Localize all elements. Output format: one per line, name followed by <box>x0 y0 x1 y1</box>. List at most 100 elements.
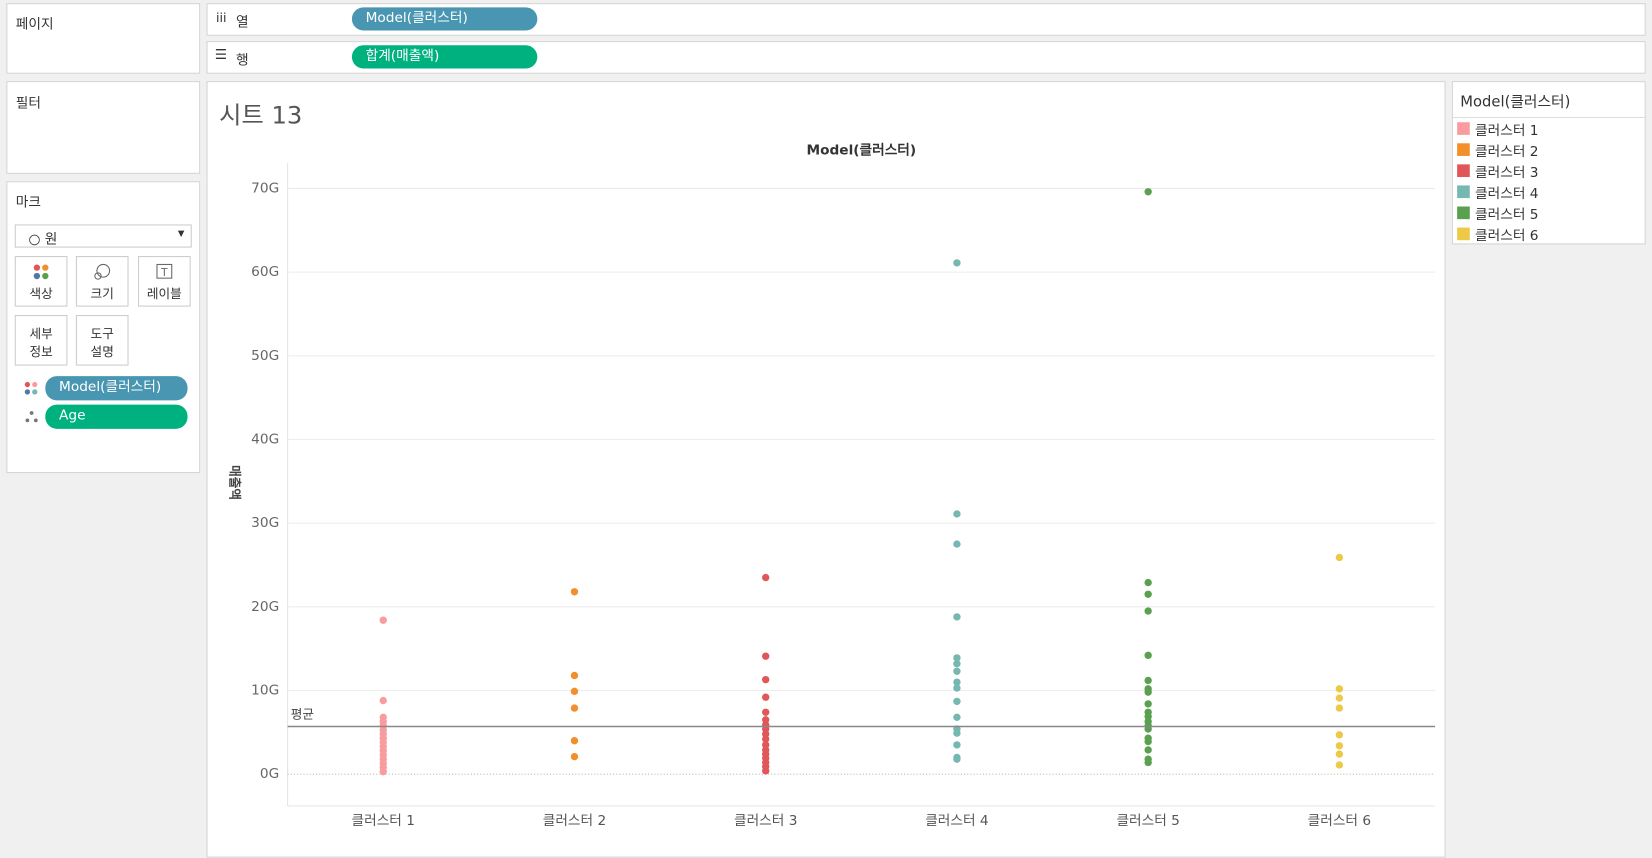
data-point <box>1335 694 1344 702</box>
legend-label: 클러스터 1 <box>1475 122 1539 139</box>
data-point <box>1144 607 1152 615</box>
y-tick-label: 40G <box>251 431 279 447</box>
data-point <box>953 697 961 706</box>
button-label: 색상 <box>29 286 53 302</box>
legend-item[interactable]: 클러스터 3 <box>1457 161 1539 181</box>
filters-label: 필터 <box>15 95 42 112</box>
data-point <box>762 767 770 775</box>
button-label: 세부 <box>29 326 53 342</box>
data-point <box>1144 651 1152 660</box>
columns-shelf[interactable]: iii 열 Model(클러스터) <box>206 3 1646 36</box>
data-point <box>1335 685 1344 693</box>
legend-label: 클러스터 2 <box>1475 143 1539 160</box>
marks-title: 마크 <box>15 194 42 211</box>
size-button[interactable]: 크기 <box>75 256 129 307</box>
data-point <box>1144 737 1152 746</box>
reference-label: 평균 <box>291 706 314 721</box>
data-point <box>1144 578 1152 587</box>
legend-item[interactable]: 클러스터 1 <box>1457 119 1539 139</box>
legend-item[interactable]: 클러스터 5 <box>1457 203 1539 223</box>
data-point <box>379 616 387 624</box>
color-icon <box>33 264 49 280</box>
columns-icon: iii <box>215 10 227 26</box>
y-tick-label: 20G <box>251 599 279 615</box>
rows-pill[interactable]: 합계(매출액) <box>351 45 538 69</box>
data-point <box>1144 188 1152 196</box>
data-point <box>953 510 961 518</box>
data-point <box>570 671 579 680</box>
data-point <box>762 693 770 701</box>
data-point <box>1335 761 1344 769</box>
legend-item[interactable]: 클러스터 4 <box>1457 182 1539 202</box>
legend-label: 클러스터 5 <box>1475 207 1539 223</box>
data-point <box>570 687 579 696</box>
chart-header: Model(클러스터) <box>806 143 916 159</box>
x-tick-label: 클러스터 6 <box>1308 813 1371 829</box>
data-point <box>762 708 770 716</box>
columns-pill[interactable]: Model(클러스터) <box>351 7 538 31</box>
y-tick-label: 50G <box>251 348 279 364</box>
detail-field-icon <box>25 411 38 423</box>
data-point <box>953 259 961 267</box>
data-point <box>1144 700 1152 708</box>
pages-label: 페이지 <box>15 16 54 33</box>
label-button[interactable]: T 레이블 <box>138 256 191 307</box>
button-label: 도구 <box>90 326 114 342</box>
data-point <box>953 678 961 686</box>
marks-pill[interactable]: Model(클러스터) <box>45 376 188 401</box>
filters-shelf[interactable]: 필터 <box>6 81 201 174</box>
size-icon <box>94 263 111 280</box>
data-point <box>1144 676 1152 685</box>
tooltip-button[interactable]: 도구 설명 <box>75 315 129 366</box>
x-tick-label: 클러스터 3 <box>734 813 797 829</box>
legend-swatch <box>1457 206 1470 220</box>
button-label: 크기 <box>90 286 114 302</box>
legend-swatch <box>1457 164 1470 178</box>
data-point <box>953 729 961 737</box>
x-tick-label: 클러스터 5 <box>1116 813 1179 829</box>
data-point <box>1144 688 1152 696</box>
y-tick-label: 10G <box>251 683 279 699</box>
data-point <box>953 613 961 621</box>
data-point <box>953 540 961 548</box>
y-tick-label: 30G <box>251 515 279 531</box>
mark-type-text: 원 <box>44 231 58 248</box>
legend-swatch <box>1457 185 1470 199</box>
data-point <box>953 713 961 721</box>
button-label: 레이블 <box>146 286 182 302</box>
rows-label: 행 <box>236 52 249 69</box>
button-label: 정보 <box>29 344 53 360</box>
pages-shelf[interactable]: 페이지 <box>6 3 201 74</box>
rows-shelf[interactable]: ☰ 행 합계(매출액) <box>206 41 1646 74</box>
y-tick-label: 0G <box>260 766 279 782</box>
legend-title: Model(클러스터) <box>1460 93 1571 111</box>
rows-icon: ☰ <box>214 47 228 64</box>
data-point <box>1335 704 1344 712</box>
mark-type-dropdown[interactable]: ○ 원 ▼ <box>14 224 192 248</box>
x-tick-label: 클러스터 2 <box>543 813 606 829</box>
color-field-icon <box>24 381 38 395</box>
x-tick-label: 클러스터 1 <box>352 813 415 829</box>
color-button[interactable]: 색상 <box>14 256 68 307</box>
legend-item[interactable]: 클러스터 2 <box>1457 140 1539 160</box>
legend-divider <box>1452 116 1645 119</box>
x-tick-label: 클러스터 4 <box>925 813 988 829</box>
legend-item[interactable]: 클러스터 6 <box>1457 224 1539 244</box>
data-point <box>570 704 579 712</box>
legend-label: 클러스터 4 <box>1475 185 1539 202</box>
data-point <box>762 573 770 582</box>
data-point <box>1144 758 1152 767</box>
mark-type: ○ 원 <box>28 231 58 248</box>
sheet-area: 시트 13 <box>206 81 1446 858</box>
data-point <box>762 735 770 743</box>
legend: Model(클러스터) 클러스터 1 클러스터 2 클러스터 3 클러스터 4 클러스터… <box>1451 81 1646 245</box>
marks-pill[interactable]: Age <box>45 404 188 429</box>
data-point <box>570 588 579 596</box>
label-icon: T <box>156 263 173 279</box>
data-point <box>1335 731 1344 739</box>
data-point <box>953 684 961 692</box>
sheet-title: 시트 13 <box>219 102 303 130</box>
